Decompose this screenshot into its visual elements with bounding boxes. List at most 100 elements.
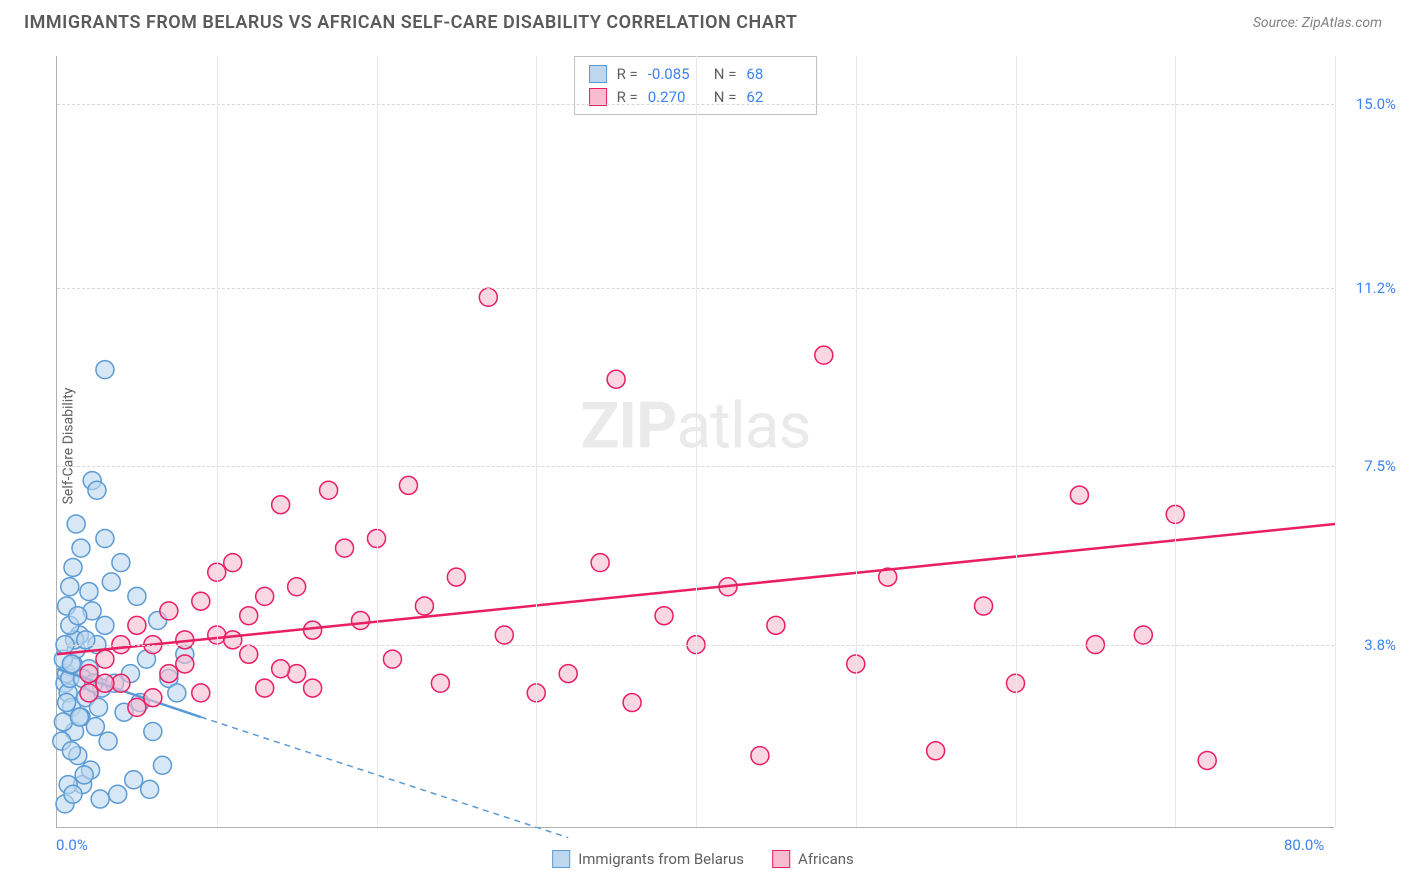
legend-item: Immigrants from Belarus xyxy=(552,850,744,868)
scatter-point xyxy=(591,554,609,572)
scatter-point xyxy=(160,665,178,683)
scatter-point xyxy=(383,650,401,668)
series-swatch xyxy=(589,88,607,106)
scatter-point xyxy=(128,587,146,605)
scatter-point xyxy=(96,616,114,634)
scatter-point xyxy=(815,346,833,364)
gridline-vertical xyxy=(1335,56,1336,827)
y-tick-label: 3.8% xyxy=(1364,636,1396,654)
scatter-point xyxy=(77,631,95,649)
scatter-point xyxy=(64,785,82,803)
header: IMMIGRANTS FROM BELARUS VS AFRICAN SELF-… xyxy=(0,0,1406,39)
scatter-point xyxy=(288,578,306,596)
scatter-point xyxy=(399,476,417,494)
x-axis-max-label: 80.0% xyxy=(1284,836,1324,854)
scatter-point xyxy=(447,568,465,586)
y-tick-label: 15.0% xyxy=(1356,95,1396,113)
gridline-vertical xyxy=(856,56,857,827)
gridline-vertical xyxy=(217,56,218,827)
scatter-point xyxy=(1198,751,1216,769)
scatter-point xyxy=(224,631,242,649)
scatter-point xyxy=(352,612,370,630)
scatter-point xyxy=(91,790,109,808)
scatter-point xyxy=(160,602,178,620)
scatter-point xyxy=(153,756,171,774)
scatter-point xyxy=(192,592,210,610)
scatter-point xyxy=(176,655,194,673)
scatter-point xyxy=(70,708,88,726)
legend-swatch xyxy=(552,850,570,868)
gridline-vertical xyxy=(377,56,378,827)
scatter-point xyxy=(767,616,785,634)
scatter-point xyxy=(559,665,577,683)
chart-plot-area: ZIPatlas R = -0.085N = 68R = 0.270N = 62… xyxy=(56,56,1334,828)
legend-label: Africans xyxy=(798,850,854,868)
scatter-point xyxy=(288,665,306,683)
gridline-vertical xyxy=(536,56,537,827)
scatter-point xyxy=(80,665,98,683)
scatter-point xyxy=(240,645,258,663)
scatter-point xyxy=(495,626,513,644)
y-tick-label: 11.2% xyxy=(1356,279,1396,297)
scatter-point xyxy=(67,515,85,533)
scatter-point xyxy=(751,747,769,765)
trend-line-extrapolated xyxy=(201,717,568,838)
y-tick-label: 7.5% xyxy=(1364,457,1396,475)
scatter-point xyxy=(61,578,79,596)
scatter-point xyxy=(927,742,945,760)
scatter-point xyxy=(304,621,322,639)
scatter-point xyxy=(320,481,338,499)
scatter-point xyxy=(86,718,104,736)
scatter-point xyxy=(125,771,143,789)
scatter-point xyxy=(141,780,159,798)
chart-title: IMMIGRANTS FROM BELARUS VS AFRICAN SELF-… xyxy=(24,12,797,33)
scatter-point xyxy=(1134,626,1152,644)
bottom-legend: Immigrants from Belarus Africans xyxy=(552,850,854,868)
scatter-point xyxy=(54,713,72,731)
scatter-point xyxy=(128,616,146,634)
scatter-point xyxy=(256,587,274,605)
scatter-point xyxy=(431,674,449,692)
scatter-point xyxy=(72,539,90,557)
stat-n-label: N = xyxy=(714,63,737,86)
x-axis-origin-label: 0.0% xyxy=(56,836,88,854)
scatter-point xyxy=(623,694,641,712)
scatter-point xyxy=(655,607,673,625)
scatter-point xyxy=(96,361,114,379)
scatter-point xyxy=(256,679,274,697)
scatter-point xyxy=(224,554,242,572)
scatter-point xyxy=(144,723,162,741)
scatter-point xyxy=(607,370,625,388)
scatter-point xyxy=(415,597,433,615)
legend-item: Africans xyxy=(772,850,854,868)
legend-swatch xyxy=(772,850,790,868)
scatter-point xyxy=(75,766,93,784)
stat-n-value: 68 xyxy=(746,63,802,86)
gridline-vertical xyxy=(1175,56,1176,827)
legend-label: Immigrants from Belarus xyxy=(578,850,744,868)
scatter-point xyxy=(479,288,497,306)
stat-r-label: R = xyxy=(617,63,638,86)
scatter-point xyxy=(88,481,106,499)
scatter-point xyxy=(112,554,130,572)
scatter-point xyxy=(1070,486,1088,504)
series-swatch xyxy=(589,65,607,83)
scatter-point xyxy=(144,689,162,707)
source-label: Source: ZipAtlas.com xyxy=(1253,15,1382,31)
scatter-point xyxy=(192,684,210,702)
scatter-point xyxy=(240,607,258,625)
scatter-point xyxy=(336,539,354,557)
gridline-vertical xyxy=(696,56,697,827)
scatter-point xyxy=(99,732,117,750)
scatter-point xyxy=(96,674,114,692)
scatter-point xyxy=(109,785,127,803)
scatter-point xyxy=(64,558,82,576)
scatter-point xyxy=(58,694,76,712)
scatter-point xyxy=(975,597,993,615)
scatter-point xyxy=(80,684,98,702)
scatter-point xyxy=(168,684,186,702)
scatter-point xyxy=(128,698,146,716)
scatter-point xyxy=(304,679,322,697)
scatter-point xyxy=(272,496,290,514)
scatter-point xyxy=(69,607,87,625)
